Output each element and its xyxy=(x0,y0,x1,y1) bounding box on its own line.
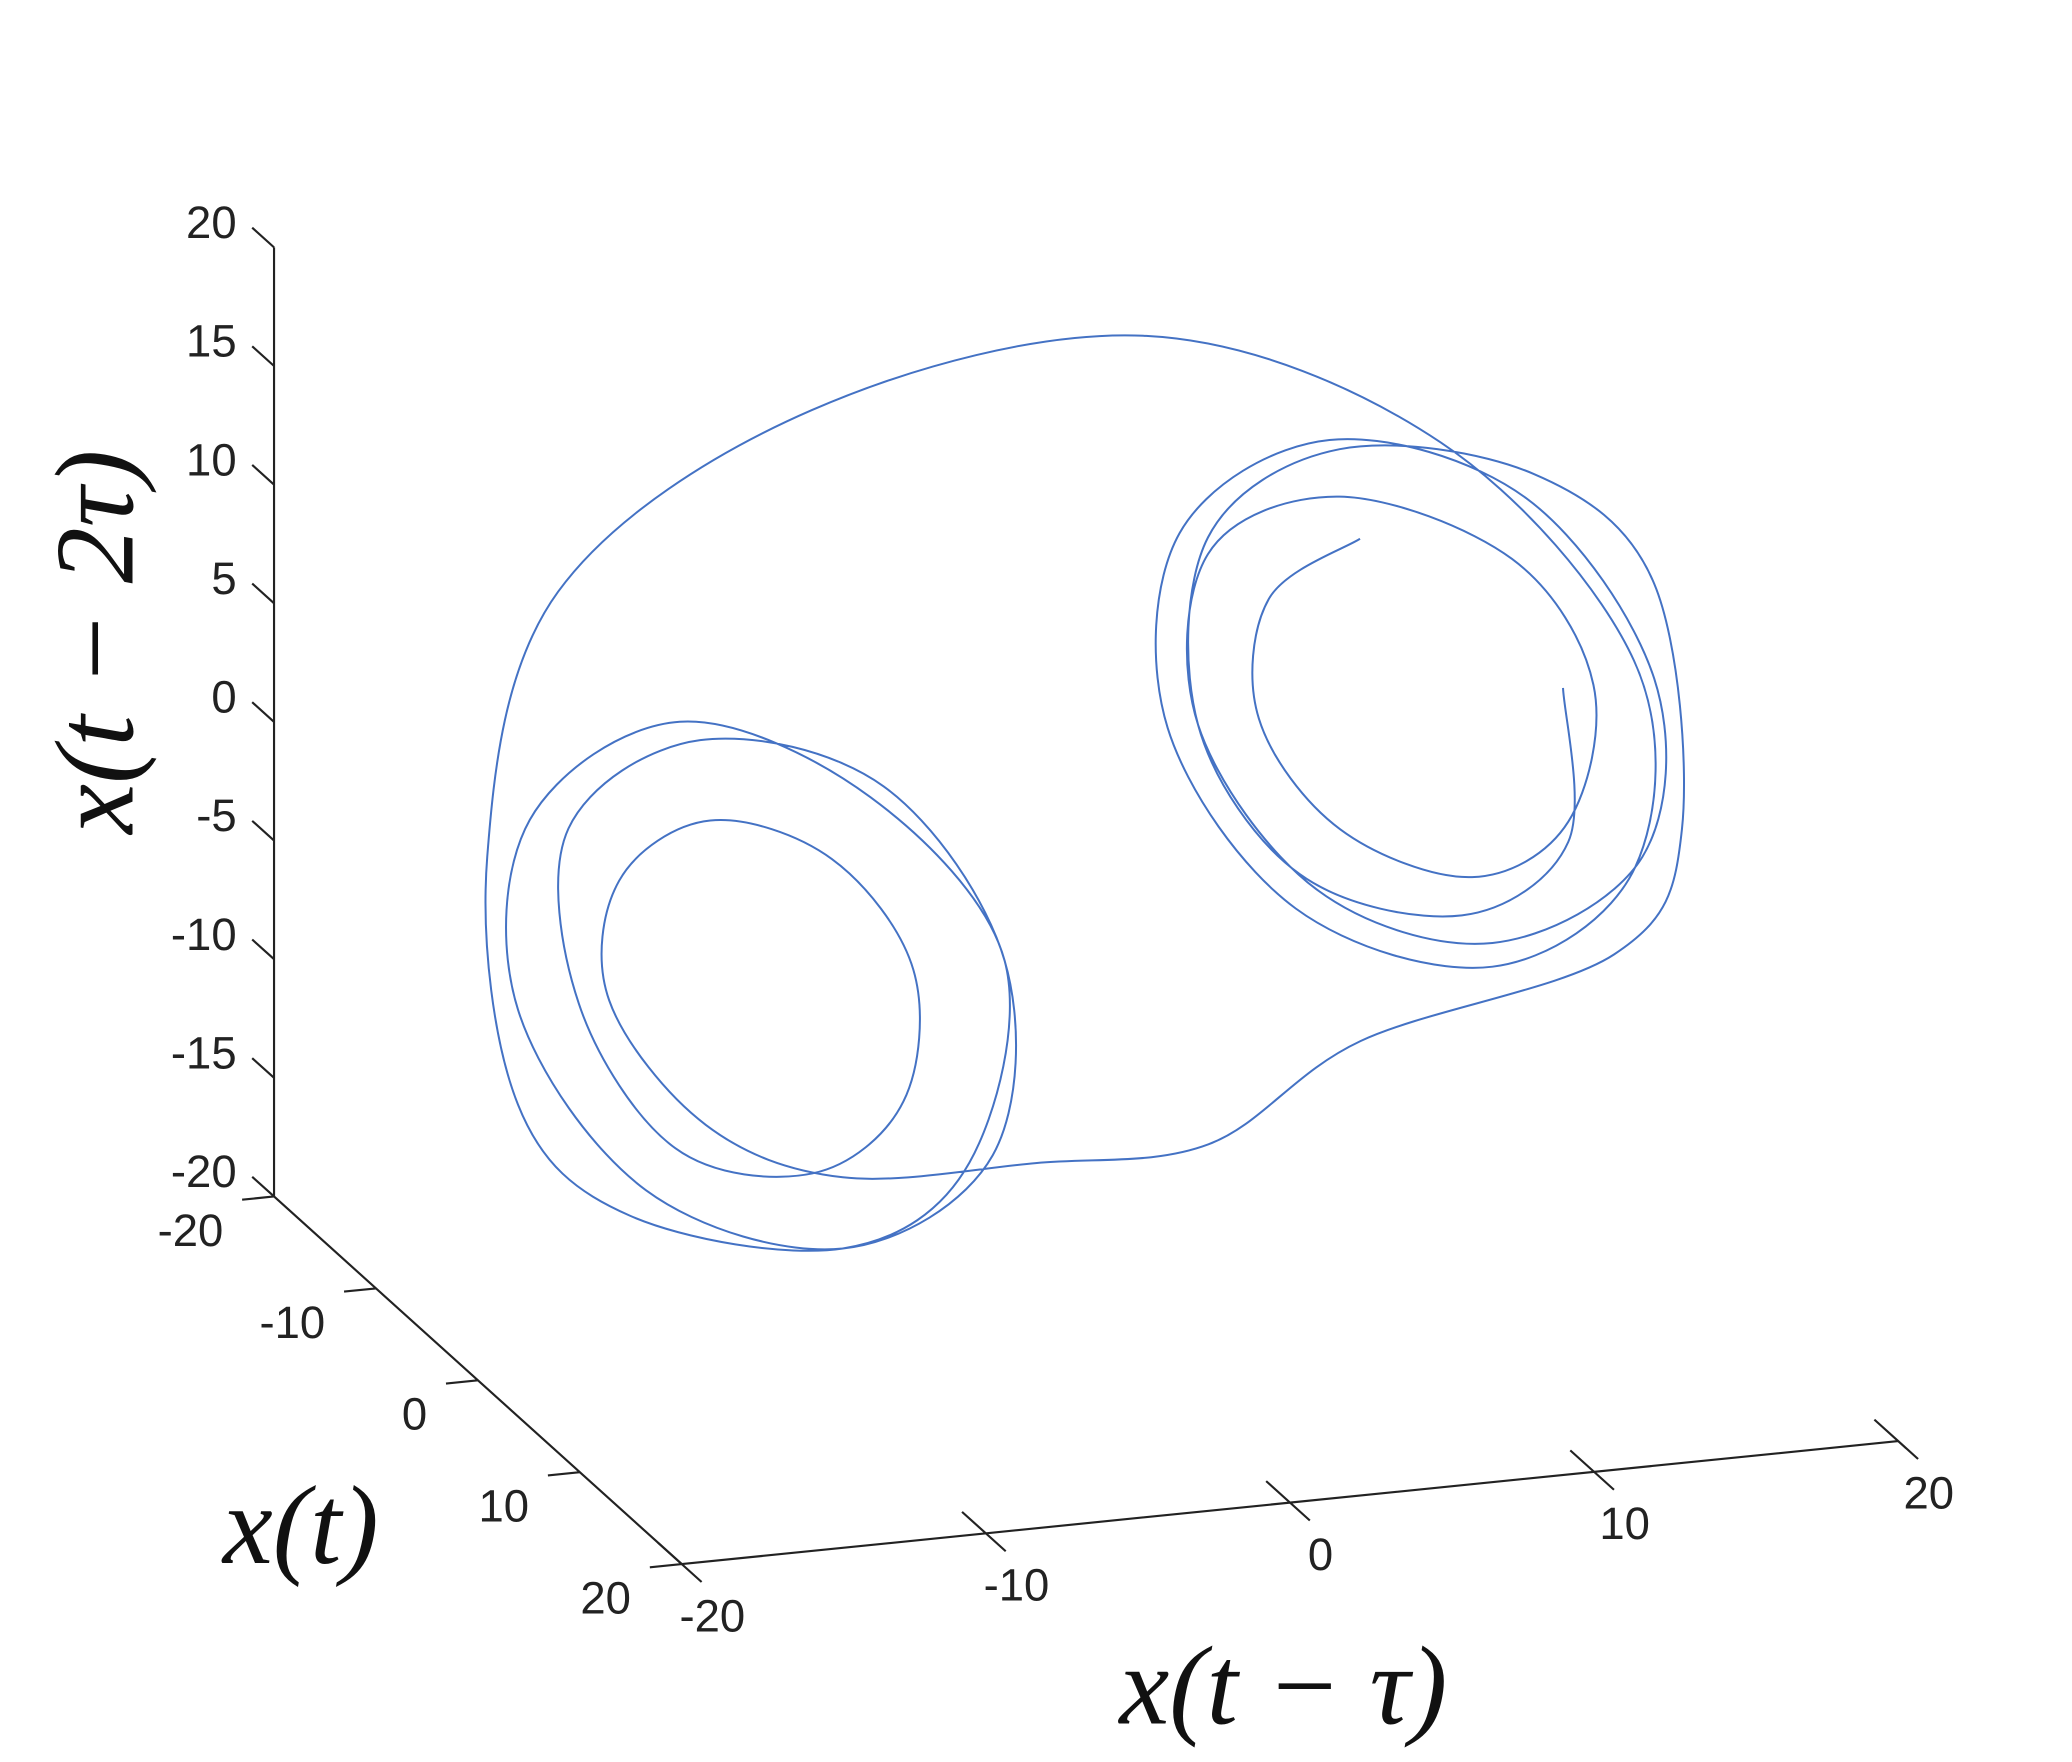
z-tick-label: 20 xyxy=(186,197,237,248)
trajectory xyxy=(484,334,1685,1252)
z-tick-label: 0 xyxy=(211,672,236,723)
y-axis-label: x(t − τ) xyxy=(1117,1625,1447,1749)
y-tick-label: -10 xyxy=(984,1560,1050,1611)
x-tick xyxy=(547,1471,580,1477)
axis-line xyxy=(272,247,1899,1566)
z-tick xyxy=(251,1057,275,1079)
x-tick xyxy=(649,1563,682,1569)
x-tick-label: -10 xyxy=(259,1297,325,1348)
y-tick xyxy=(1873,1418,1919,1460)
z-tick-label: -15 xyxy=(171,1027,237,1078)
y-tick xyxy=(1265,1480,1311,1522)
z-tick xyxy=(251,820,275,842)
x-tick-label: -20 xyxy=(158,1205,224,1256)
y-tick-label: 10 xyxy=(1599,1498,1650,1549)
z-tick xyxy=(251,582,275,605)
z-tick xyxy=(251,345,275,367)
x-tick-label: 10 xyxy=(478,1481,529,1532)
z-tick-label: 5 xyxy=(211,553,236,604)
z-tick xyxy=(251,938,275,960)
y-tick xyxy=(1569,1449,1615,1491)
z-tick xyxy=(251,464,275,486)
z-tick-label: -20 xyxy=(171,1146,237,1197)
z-tick-label: -10 xyxy=(171,909,237,960)
x-tick-label: 0 xyxy=(402,1389,427,1440)
z-axis-label: x(t − 2τ) xyxy=(34,450,158,836)
x-tick xyxy=(242,1195,275,1201)
z-tick-label: 15 xyxy=(186,316,237,367)
y-tick-label: -20 xyxy=(679,1590,745,1641)
x-axis-label: x(t) xyxy=(221,1464,379,1588)
z-tick-label: 10 xyxy=(186,434,237,485)
y-tick-label: 20 xyxy=(1903,1467,1954,1518)
z-tick xyxy=(251,226,275,249)
y-tick-label: 0 xyxy=(1308,1529,1333,1580)
z-tick xyxy=(251,1175,275,1198)
z-tick-label: -5 xyxy=(196,790,236,841)
y-tick xyxy=(657,1541,703,1583)
y-tick xyxy=(961,1511,1007,1553)
x-tick xyxy=(343,1287,377,1293)
z-tick xyxy=(251,701,275,723)
x-tick xyxy=(445,1379,479,1385)
x-tick-label: 20 xyxy=(580,1573,631,1624)
